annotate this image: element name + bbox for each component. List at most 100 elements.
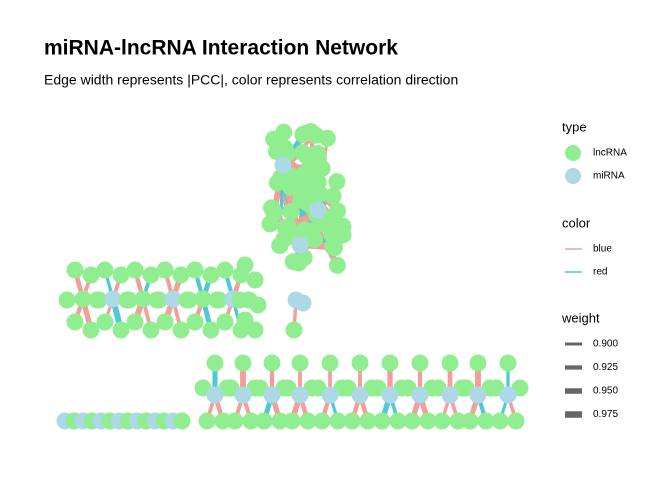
mirna-node bbox=[294, 294, 312, 312]
lncrna-node bbox=[285, 321, 303, 339]
legend-label: 0.925 bbox=[593, 362, 618, 373]
lncrna-node bbox=[291, 354, 309, 372]
mirna-node bbox=[291, 236, 309, 254]
lncrna-node bbox=[313, 412, 331, 430]
legend-title: weight bbox=[561, 310, 600, 325]
lncrna-node bbox=[142, 321, 160, 339]
lncrna-node bbox=[231, 291, 249, 309]
lncrna-node bbox=[271, 412, 289, 430]
nodes bbox=[56, 122, 529, 430]
lncrna-node bbox=[156, 313, 174, 331]
legend-key bbox=[565, 168, 581, 184]
lncrna-node bbox=[178, 291, 196, 309]
lncrna-node bbox=[307, 126, 325, 144]
lncrna-node bbox=[112, 266, 130, 284]
lncrna-node bbox=[271, 236, 289, 254]
mirna-node bbox=[381, 386, 399, 404]
lncrna-node bbox=[206, 354, 224, 372]
lncrna-node bbox=[507, 412, 525, 430]
lncrna-node bbox=[156, 261, 174, 279]
lncrna-node bbox=[469, 354, 487, 372]
lncrna-node bbox=[246, 271, 264, 289]
lncrna-node bbox=[261, 215, 279, 233]
lncrna-node bbox=[198, 412, 216, 430]
lncrna-node bbox=[126, 313, 144, 331]
lncrna-node bbox=[96, 313, 114, 331]
lncrna-node bbox=[283, 412, 301, 430]
lncrna-node bbox=[499, 354, 517, 372]
lncrna-node bbox=[298, 163, 316, 181]
mirna-node bbox=[351, 386, 369, 404]
legend-label: miRNA bbox=[593, 171, 625, 182]
lncrna-node bbox=[461, 412, 479, 430]
lncrna-node bbox=[491, 412, 509, 430]
lncrna-node bbox=[282, 203, 300, 221]
lncrna-node bbox=[324, 187, 342, 205]
mirna-node bbox=[263, 386, 281, 404]
lncrna-node bbox=[234, 354, 252, 372]
lncrna-node bbox=[294, 126, 312, 144]
mirna-node bbox=[441, 386, 459, 404]
lncrna-node bbox=[226, 412, 244, 430]
subtitle: Edge width represents |PCC|, color repre… bbox=[44, 72, 458, 88]
lncrna-node bbox=[126, 261, 144, 279]
lncrna-node bbox=[343, 412, 361, 430]
mirna-node bbox=[469, 386, 487, 404]
lncrna-node bbox=[208, 291, 226, 309]
lncrna-node bbox=[262, 199, 280, 217]
lncrna-node bbox=[194, 290, 212, 308]
mirna-node bbox=[164, 290, 182, 308]
lncrna-node bbox=[263, 354, 281, 372]
lncrna-node bbox=[172, 321, 190, 339]
lncrna-node bbox=[66, 261, 84, 279]
lncrna-node bbox=[242, 412, 260, 430]
lncrna-node bbox=[118, 291, 136, 309]
mirna-node bbox=[411, 386, 429, 404]
mirna-node bbox=[274, 156, 292, 174]
lncrna-node bbox=[148, 291, 166, 309]
legend-label: 0.975 bbox=[593, 409, 618, 420]
lncrna-node bbox=[202, 266, 220, 284]
lncrna-node bbox=[351, 354, 369, 372]
lncrna-node bbox=[82, 266, 100, 284]
lncrna-node bbox=[419, 412, 437, 430]
lncrna-node bbox=[186, 313, 204, 331]
legend-key bbox=[565, 145, 581, 161]
lncrna-node bbox=[274, 171, 292, 189]
lncrna-node bbox=[276, 139, 294, 157]
lncrna-node bbox=[328, 173, 346, 191]
mirna-node bbox=[206, 386, 224, 404]
lncrna-node bbox=[66, 313, 84, 331]
lncrna-node bbox=[295, 249, 313, 267]
lncrna-node bbox=[82, 321, 100, 339]
legend-title: color bbox=[562, 215, 591, 230]
lncrna-node bbox=[449, 412, 467, 430]
legend-title: type bbox=[562, 119, 587, 134]
mirna-node bbox=[499, 386, 517, 404]
lncrna-node bbox=[186, 261, 204, 279]
legend-label: blue bbox=[593, 244, 612, 255]
lncrna-node bbox=[74, 290, 92, 308]
mirna-node bbox=[291, 386, 309, 404]
lncrna-node bbox=[359, 412, 377, 430]
mirna-node bbox=[321, 386, 339, 404]
lncrna-node bbox=[58, 291, 76, 309]
legend: type lncRNA miRNA color blue red weight 0.900 0.… bbox=[561, 119, 627, 420]
legend-label: 0.950 bbox=[593, 386, 618, 397]
lncrna-node bbox=[411, 354, 429, 372]
lncrna-node bbox=[173, 412, 191, 430]
mirna-node bbox=[104, 290, 122, 308]
lncrna-node bbox=[246, 321, 264, 339]
lncrna-node bbox=[216, 261, 234, 279]
lncrna-node bbox=[477, 412, 495, 430]
lncrna-node bbox=[255, 412, 273, 430]
lncrna-node bbox=[381, 354, 399, 372]
lncrna-node bbox=[134, 290, 152, 308]
lncrna-node bbox=[172, 266, 190, 284]
lncrna-node bbox=[142, 266, 160, 284]
mirna-node bbox=[309, 201, 327, 219]
title: miRNA-lncRNA Interaction Network bbox=[44, 37, 398, 60]
legend-label: lncRNA bbox=[593, 148, 627, 159]
lncrna-node bbox=[275, 123, 293, 141]
